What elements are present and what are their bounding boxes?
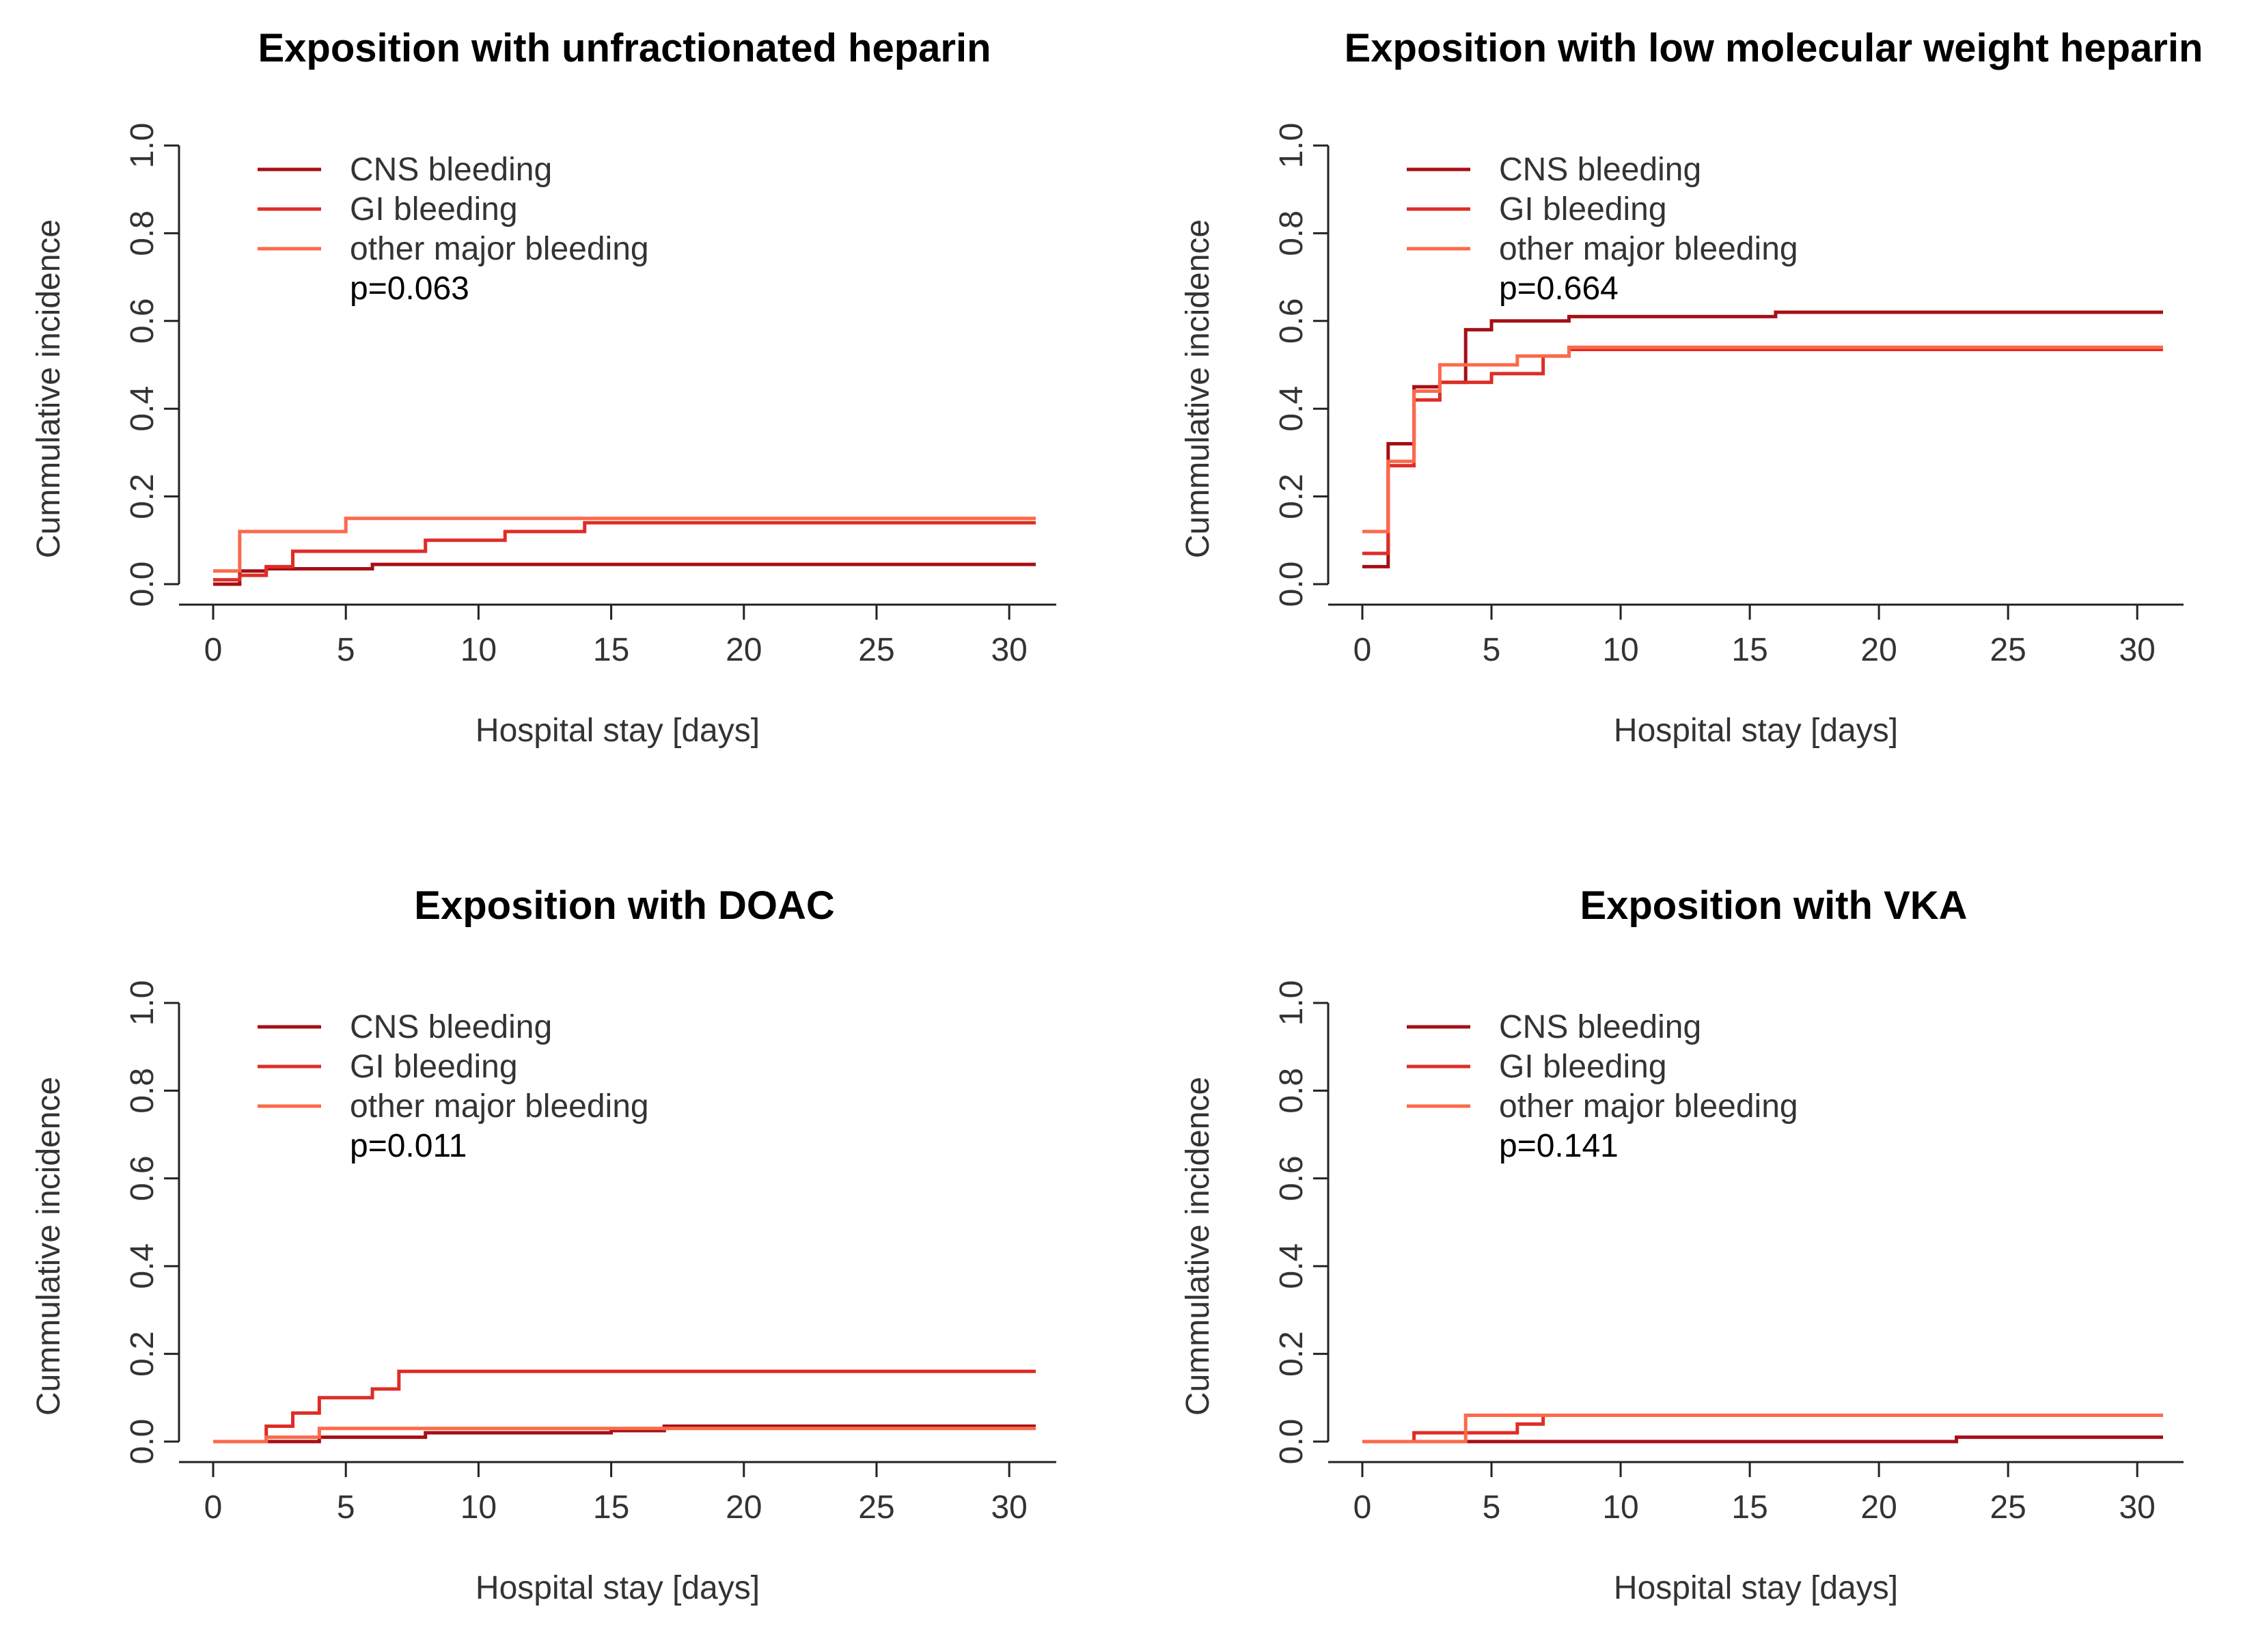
x-axis-label: Hospital stay [days] <box>476 1570 760 1606</box>
x-tick-label: 0 <box>204 1489 223 1526</box>
legend-label: GI bleeding <box>1499 191 1667 228</box>
y-tick-label: 0.8 <box>1274 210 1310 256</box>
y-tick-label: 0.6 <box>1274 1155 1310 1201</box>
y-tick-label: 0.2 <box>124 473 161 519</box>
chart-title: Exposition with DOAC <box>414 883 834 928</box>
chart-panel-3: Exposition with DOAC 0.0 0.2 0.4 0.6 0.8 1.0 0 5… <box>31 883 1056 1606</box>
series-line-1 <box>1362 310 2163 568</box>
legend-label: CNS bleeding <box>350 1009 552 1045</box>
y-tick-label: 0.0 <box>1274 562 1310 607</box>
x-tick-label: 25 <box>1990 1489 2026 1526</box>
x-tick-label: 0 <box>1353 1489 1372 1526</box>
p-value: p=0.063 <box>350 271 469 307</box>
legend-label: other major bleeding <box>350 231 649 267</box>
x-tick-label: 25 <box>1990 632 2026 668</box>
legend-label: CNS bleeding <box>1499 152 1701 188</box>
p-value: p=0.141 <box>1499 1128 1619 1164</box>
chart-panel-2: Exposition with low molecular weight hep… <box>1180 26 2203 749</box>
x-tick-label: 20 <box>1860 1489 1897 1526</box>
y-tick-label: 0.8 <box>1274 1068 1310 1114</box>
legend-label: GI bleeding <box>350 191 518 228</box>
legend-label: CNS bleeding <box>1499 1009 1701 1045</box>
y-axis-label: Cummulative incidence <box>1180 219 1216 558</box>
x-tick-label: 10 <box>1602 632 1638 668</box>
series-line-3 <box>1362 1413 2163 1444</box>
y-tick-label: 0.2 <box>1274 473 1310 519</box>
series-line-2 <box>1362 348 2163 555</box>
x-tick-label: 5 <box>337 1489 355 1526</box>
x-tick-label: 30 <box>991 632 1027 668</box>
legend-label: GI bleeding <box>1499 1049 1667 1085</box>
series-line-1 <box>213 562 1036 586</box>
x-tick-label: 15 <box>593 1489 629 1526</box>
chart-title: Exposition with VKA <box>1580 883 1967 928</box>
y-tick-label: 0.8 <box>124 210 161 256</box>
y-tick-label: 0.2 <box>1274 1331 1310 1377</box>
x-axis-label: Hospital stay [days] <box>1614 1570 1898 1606</box>
y-tick-label: 0.4 <box>124 1243 161 1289</box>
y-axis-label: Cummulative incidence <box>31 219 67 558</box>
x-tick-label: 5 <box>1483 1489 1501 1526</box>
legend-label: CNS bleeding <box>350 152 552 188</box>
y-axis-label: Cummulative incidence <box>1180 1077 1216 1416</box>
y-tick-label: 1.0 <box>1274 980 1310 1026</box>
x-tick-label: 10 <box>1602 1489 1638 1526</box>
y-axis-label: Cummulative incidence <box>31 1077 67 1416</box>
y-tick-label: 0.6 <box>124 1155 161 1201</box>
x-tick-label: 0 <box>204 632 223 668</box>
x-tick-label: 25 <box>858 632 894 668</box>
y-tick-label: 1.0 <box>124 980 161 1026</box>
chart-panel-4: Exposition with VKA 0.0 0.2 0.4 0.6 0.8 1.0 0 5 1… <box>1180 883 2184 1606</box>
x-tick-label: 10 <box>460 632 497 668</box>
p-value: p=0.664 <box>1499 271 1619 307</box>
series-line-2 <box>213 1369 1036 1444</box>
legend-label: other major bleeding <box>1499 1088 1798 1125</box>
x-tick-label: 15 <box>1731 632 1767 668</box>
x-tick-label: 0 <box>1353 632 1372 668</box>
x-tick-label: 15 <box>1731 1489 1767 1526</box>
series-line-1 <box>1362 1435 2163 1444</box>
legend-label: other major bleeding <box>1499 231 1798 267</box>
x-tick-label: 30 <box>991 1489 1027 1526</box>
y-tick-label: 1.0 <box>1274 123 1310 169</box>
y-tick-label: 0.6 <box>1274 298 1310 344</box>
y-tick-label: 0.0 <box>124 1419 161 1465</box>
x-tick-label: 5 <box>1483 632 1501 668</box>
x-tick-label: 20 <box>726 1489 762 1526</box>
x-tick-label: 5 <box>337 632 355 668</box>
y-tick-label: 0.4 <box>1274 1243 1310 1289</box>
x-tick-label: 25 <box>858 1489 894 1526</box>
series-line-3 <box>213 1427 1036 1444</box>
x-tick-label: 10 <box>460 1489 497 1526</box>
y-tick-label: 0.0 <box>1274 1419 1310 1465</box>
y-tick-label: 0.6 <box>124 298 161 344</box>
chart-title: Exposition with low molecular weight hep… <box>1345 26 2203 70</box>
y-tick-label: 0.4 <box>1274 386 1310 432</box>
series-line-3 <box>213 517 1036 573</box>
y-tick-label: 0.2 <box>124 1331 161 1377</box>
y-tick-label: 0.0 <box>124 562 161 607</box>
x-tick-label: 30 <box>2119 1489 2155 1526</box>
chart-title: Exposition with unfractionated heparin <box>258 26 991 70</box>
series-line-3 <box>1362 345 2163 534</box>
x-tick-label: 15 <box>593 632 629 668</box>
x-tick-label: 30 <box>2119 632 2155 668</box>
x-tick-label: 20 <box>726 632 762 668</box>
y-tick-label: 1.0 <box>124 123 161 169</box>
legend-label: GI bleeding <box>350 1049 518 1085</box>
y-tick-label: 0.4 <box>124 386 161 432</box>
p-value: p=0.011 <box>350 1128 467 1164</box>
chart-panel-1: Exposition with unfractionated heparin 0.… <box>31 26 1056 749</box>
x-axis-label: Hospital stay [days] <box>476 713 760 749</box>
series-line-2 <box>213 521 1036 582</box>
x-axis-label: Hospital stay [days] <box>1614 713 1898 749</box>
y-tick-label: 0.8 <box>124 1068 161 1114</box>
x-tick-label: 20 <box>1860 632 1897 668</box>
legend-label: other major bleeding <box>350 1088 649 1125</box>
